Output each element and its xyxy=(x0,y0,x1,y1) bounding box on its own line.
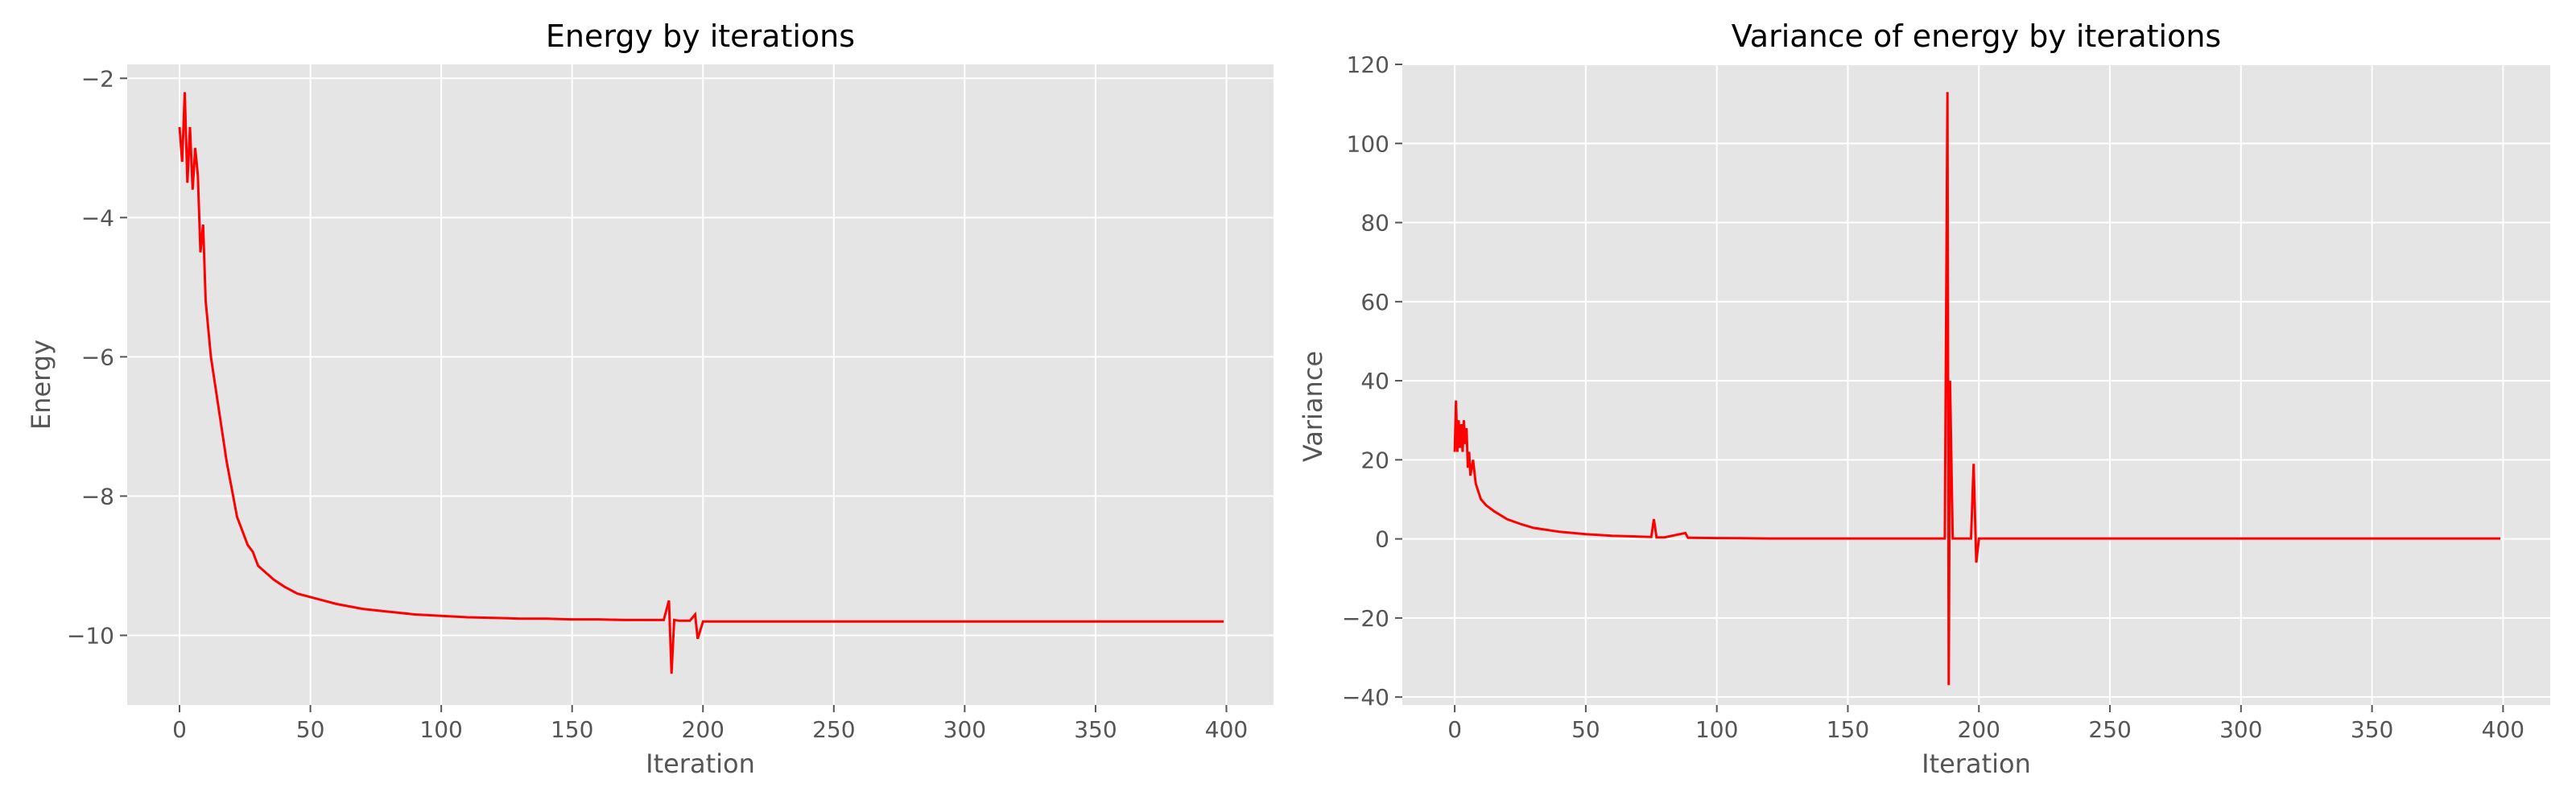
x-tick-label: 400 xyxy=(2482,716,2524,743)
y-tick-label: −2 xyxy=(81,65,114,92)
series-line xyxy=(1453,92,2501,686)
x-tick-label: 400 xyxy=(1205,716,1248,743)
x-tick-label: 300 xyxy=(2219,716,2262,743)
y-tick-label: 60 xyxy=(1360,289,1389,315)
x-tick-label: 100 xyxy=(419,716,462,743)
plot-area xyxy=(1402,64,2550,705)
x-tick-label: 200 xyxy=(682,716,724,743)
y-tick-label: 20 xyxy=(1360,447,1389,473)
x-axis-label: Iteration xyxy=(646,748,755,779)
x-tick-label: 350 xyxy=(2351,716,2393,743)
y-tick-label: −4 xyxy=(81,204,114,231)
x-tick-label: 150 xyxy=(551,716,593,743)
x-tick-label: 250 xyxy=(2088,716,2131,743)
y-tick-label: −8 xyxy=(81,483,114,509)
x-tick-label: 0 xyxy=(172,716,187,743)
x-tick-label: 200 xyxy=(1958,716,2000,743)
x-tick-label: 150 xyxy=(1827,716,1869,743)
y-axis-label: Variance xyxy=(1298,351,1328,462)
x-tick-label: 0 xyxy=(1447,716,1462,743)
y-tick-label: 40 xyxy=(1360,368,1389,394)
y-tick-label: −20 xyxy=(1342,605,1389,632)
chart-title: Variance of energy by iterations xyxy=(1732,19,2221,54)
y-axis-label: Energy xyxy=(26,340,56,430)
y-tick-label: 80 xyxy=(1360,210,1389,237)
y-tick-label: −6 xyxy=(81,344,114,370)
y-tick-label: 100 xyxy=(1347,130,1389,157)
x-tick-label: 100 xyxy=(1695,716,1738,743)
y-tick-label: −10 xyxy=(67,622,114,649)
x-tick-label: 50 xyxy=(1571,716,1600,743)
x-tick-label: 250 xyxy=(812,716,855,743)
y-tick-label: 0 xyxy=(1375,526,1389,553)
energy-chart: Energy by iterations Iteration Energy 0 5… xyxy=(26,19,1274,779)
x-tick-label: 50 xyxy=(296,716,325,743)
chart-title: Energy by iterations xyxy=(546,19,855,54)
x-tick-label: 350 xyxy=(1074,716,1117,743)
x-axis-label: Iteration xyxy=(1922,748,2031,779)
series-line xyxy=(178,92,1224,674)
y-tick-label: −40 xyxy=(1342,684,1389,711)
variance-chart: Variance of energy by iterations Iterati… xyxy=(1298,19,2550,779)
plot-area xyxy=(127,64,1274,705)
y-tick-label: 120 xyxy=(1347,52,1389,78)
x-tick-label: 300 xyxy=(943,716,986,743)
